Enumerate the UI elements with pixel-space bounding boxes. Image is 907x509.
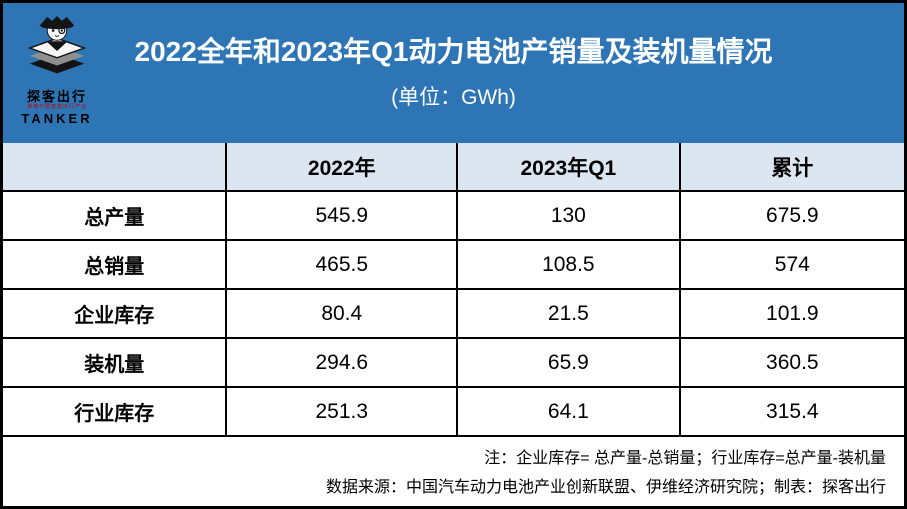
value-cell: 101.9	[678, 288, 904, 339]
banner-titles: 2022全年和2023年Q1动力电池产销量及装机量情况 (单位：GWh)	[3, 3, 904, 143]
logo: 探客出行 读懂中国智能出行产业 TANKER	[13, 15, 101, 125]
column-header-2023q1: 2023年Q1	[456, 143, 681, 192]
value-cell: 108.5	[456, 239, 681, 290]
page-title: 2022全年和2023年Q1动力电池产销量及装机量情况	[134, 36, 773, 67]
row-label-cell: 总产量	[3, 190, 228, 241]
value-cell: 574	[678, 239, 904, 290]
value-cell: 465.5	[225, 239, 459, 290]
logo-name-en: TANKER	[21, 111, 93, 126]
logo-tagline: 读懂中国智能出行产业	[26, 104, 87, 110]
value-cell: 65.9	[456, 337, 681, 388]
column-header-2022: 2022年	[225, 143, 459, 192]
value-cell: 294.6	[225, 337, 459, 388]
value-cell: 64.1	[456, 386, 681, 437]
row-label-cell: 装机量	[3, 337, 228, 388]
table-row-industry-inventory: 行业库存 251.3 64.1 315.4	[3, 386, 904, 437]
table-row-total-production: 总产量 545.9 130 675.9	[3, 190, 904, 241]
value-cell: 130	[456, 190, 681, 241]
column-header-total: 累计	[678, 143, 904, 192]
value-cell: 251.3	[225, 386, 459, 437]
banner: 探客出行 读懂中国智能出行产业 TANKER 2022全年和2023年Q1动力电…	[3, 3, 904, 143]
footer-source: 数据来源：中国汽车动力电池产业创新联盟、伊维经济研究院；制表：探客出行	[325, 479, 886, 496]
value-cell: 360.5	[678, 337, 904, 388]
value-cell: 675.9	[678, 190, 904, 241]
table-row-enterprise-inventory: 企业库存 80.4 21.5 101.9	[3, 288, 904, 339]
header-row: 2022年 2023年Q1 累计	[3, 143, 904, 192]
battery-data-table: 2022年 2023年Q1 累计 总产量 545.9 130 675.9 总销量…	[3, 143, 904, 437]
tanker-cat-box-icon	[27, 15, 87, 74]
value-cell: 545.9	[225, 190, 459, 241]
value-cell: 80.4	[225, 288, 459, 339]
corner-header-cell	[3, 143, 228, 192]
logo-name-cn: 探客出行	[26, 89, 87, 104]
page-subtitle: (单位：GWh)	[391, 86, 516, 110]
table-row-total-sales: 总销量 465.5 108.5 574	[3, 239, 904, 290]
table-row-installed-volume: 装机量 294.6 65.9 360.5	[3, 337, 904, 388]
row-label-cell: 总销量	[3, 239, 228, 290]
value-cell: 21.5	[456, 288, 681, 339]
footer-note: 注：企业库存= 总产量-总销量；行业库存=总产量-装机量	[484, 450, 886, 467]
row-label-cell: 企业库存	[3, 288, 228, 339]
footer-notes: 注：企业库存= 总产量-总销量；行业库存=总产量-装机量 数据来源：中国汽车动力…	[3, 437, 904, 506]
value-cell: 315.4	[678, 386, 904, 437]
row-label-cell: 行业库存	[3, 386, 228, 437]
